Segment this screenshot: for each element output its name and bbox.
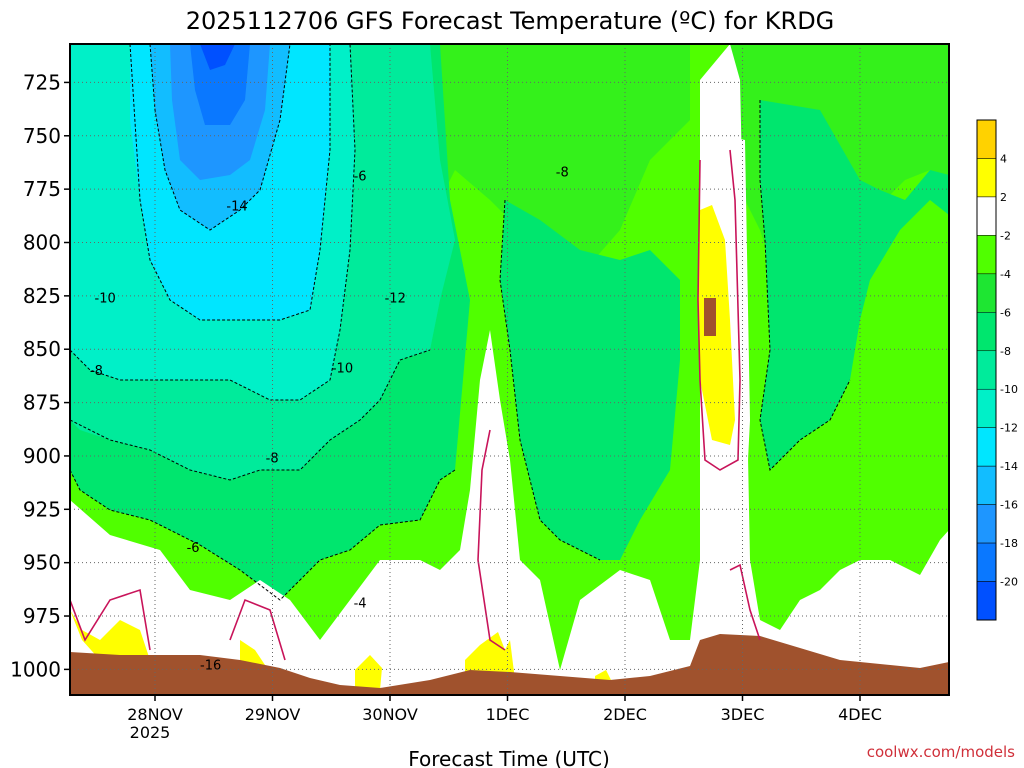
y-tick-label: 875 [23, 391, 61, 415]
contour-label: -8 [556, 165, 569, 180]
x-tick-label: 28NOV [127, 705, 183, 724]
colorbar-label: -18 [1000, 537, 1018, 550]
band-minus4 [70, 44, 949, 270]
y-tick-label: 825 [23, 284, 61, 308]
y-tick-label: 750 [23, 124, 61, 148]
x-tick-label: 1DEC [486, 705, 530, 724]
contour-lines [70, 44, 851, 601]
colorbar-swatch [976, 158, 997, 198]
colorbar-label: -4 [1000, 268, 1011, 281]
colorbar-label: 2 [1000, 191, 1007, 204]
colorbar-frame [976, 119, 997, 621]
contour-label: -10 [332, 362, 353, 377]
x-tick-label: 30NOV [362, 705, 418, 724]
contour-label: -16 [200, 658, 221, 673]
x-tick-label: 2DEC [603, 705, 647, 724]
colorbar-swatch [976, 388, 997, 428]
warm-pocket-2 [240, 640, 265, 665]
x-tick-label: 3DEC [721, 705, 765, 724]
colorbar-label: -20 [1000, 576, 1018, 589]
y-tick-label: 725 [23, 70, 61, 94]
x-tick-label: 4DEC [838, 705, 882, 724]
colorbar-swatch [976, 465, 997, 505]
y-tick-label: 775 [23, 177, 61, 201]
y-tick-label: 925 [23, 497, 61, 521]
y-axis: 725 750 775 800 825 850 875 900 925 950 975 1000 [10, 70, 70, 681]
plot-frame [69, 43, 950, 696]
y-tick-label: 950 [23, 551, 61, 575]
colorbar-swatch [976, 273, 997, 313]
colorbar-swatch [976, 235, 997, 275]
terrain-fill [70, 634, 949, 695]
colorbar-swatch [976, 196, 997, 236]
warm-pocket-1 [70, 610, 150, 660]
y-tick-label: 975 [23, 604, 61, 628]
year-label: 2025 [130, 723, 171, 742]
colorbar: 4 2 -2 -4 -6 -8 -10 -12 -14 -16 -18 -20 [976, 119, 1018, 621]
colorbar-swatch [976, 581, 997, 621]
colorbar-label: -8 [1000, 345, 1011, 358]
chart-title: 2025112706 GFS Forecast Temperature (ºC)… [186, 7, 835, 35]
contour-label: -10 [95, 291, 116, 306]
y-tick-label: 900 [23, 444, 61, 468]
region-minus6-middle [500, 200, 680, 560]
contour-label: -4 [354, 596, 367, 611]
contour-label: -6 [354, 170, 367, 185]
colorbar-swatch [976, 312, 997, 352]
colorbar-label: -12 [1000, 422, 1018, 435]
x-axis-label: Forecast Time (UTC) [408, 747, 610, 768]
warm-pocket-core [704, 298, 716, 336]
colorbar-label: -16 [1000, 499, 1018, 512]
y-tick-label: 800 [23, 231, 61, 255]
x-tick-label: 29NOV [245, 705, 301, 724]
y-tick-label: 1000 [10, 657, 61, 681]
colorbar-swatch [976, 427, 997, 467]
region-minus20 [200, 44, 235, 70]
temperature-field [70, 44, 949, 695]
y-tick-label: 850 [23, 337, 61, 361]
colorbar-swatch [976, 350, 997, 390]
contour-labels: -16 -14 -12 -10 -10 -8 -8 -6 -6 -8 -4 [90, 165, 569, 673]
region-minus18 [190, 44, 250, 125]
colorbar-swatch [976, 504, 997, 544]
colorbar-label: -14 [1000, 460, 1018, 473]
contour-label: -14 [226, 199, 247, 214]
colorbar-swatch [976, 542, 997, 582]
contour-label: -12 [385, 291, 406, 306]
region-minus6-right [760, 100, 949, 470]
x-axis: 28NOV 29NOV 30NOV 1DEC 2DEC 3DEC 4DEC [127, 695, 882, 724]
contour-label: -8 [90, 364, 103, 379]
colorbar-label: 4 [1000, 152, 1007, 165]
contour-label: -6 [187, 541, 200, 556]
freezing-lines [70, 149, 761, 661]
warm-pocket-4 [465, 632, 515, 680]
grid [70, 44, 949, 695]
colorbar-label: -2 [1000, 229, 1011, 242]
watermark: coolwx.com/models [867, 743, 1015, 761]
colorbar-label: -6 [1000, 306, 1011, 319]
warm-pocket-3 [355, 655, 382, 690]
colorbar-swatch [976, 119, 997, 159]
contour-label: -8 [266, 451, 279, 466]
warm-pocket-3dec [698, 205, 735, 445]
colorbar-label: -10 [1000, 383, 1018, 396]
